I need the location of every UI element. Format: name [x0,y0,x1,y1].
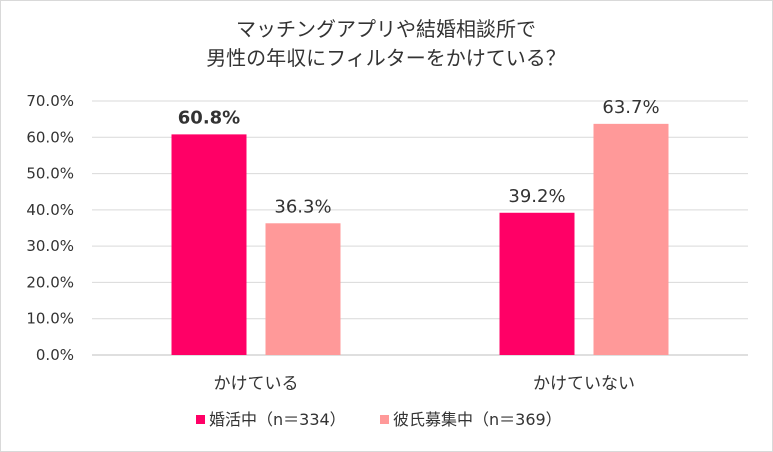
y-tick-label: 40.0% [26,201,74,219]
x-axis-categories: かけている かけていない [214,374,636,394]
y-tick-label: 70.0% [26,92,74,110]
bars [171,123,669,355]
bar-1-2 [499,212,575,355]
bar-2-2 [593,123,669,355]
y-axis-ticks: 0.0% 10.0% 20.0% 30.0% 40.0% 50.0% 60.0% 70.0% [26,92,74,364]
data-label: 39.2% [508,186,565,207]
bar-1-1 [171,134,247,355]
legend-label-1: 婚活中（n＝334） [209,410,346,429]
data-labels: 60.8% 36.3% 39.2% 63.7% [178,97,660,217]
data-label: 63.7% [602,97,659,118]
legend-swatch-2 [380,415,389,424]
y-tick-label: 50.0% [26,165,74,183]
data-label: 60.8% [178,107,240,128]
category-label: かけていない [533,374,635,394]
legend-swatch-1 [196,415,205,424]
chart-title-line-1: マッチングアプリや結婚相談所で [236,17,536,41]
y-tick-label: 60.0% [26,128,74,146]
legend: 婚活中（n＝334） 彼氏募集中（n＝369） [196,410,562,429]
y-tick-label: 20.0% [26,273,74,291]
data-label: 36.3% [274,196,331,217]
chart-title-line-2: 男性の年収にフィルターをかけている？ [206,46,566,70]
y-tick-label: 0.0% [36,346,74,364]
y-tick-label: 30.0% [26,237,74,255]
category-label: かけている [214,374,299,394]
bar-2-1 [265,223,341,355]
legend-label-2: 彼氏募集中（n＝369） [393,410,562,429]
y-tick-label: 10.0% [26,310,74,328]
